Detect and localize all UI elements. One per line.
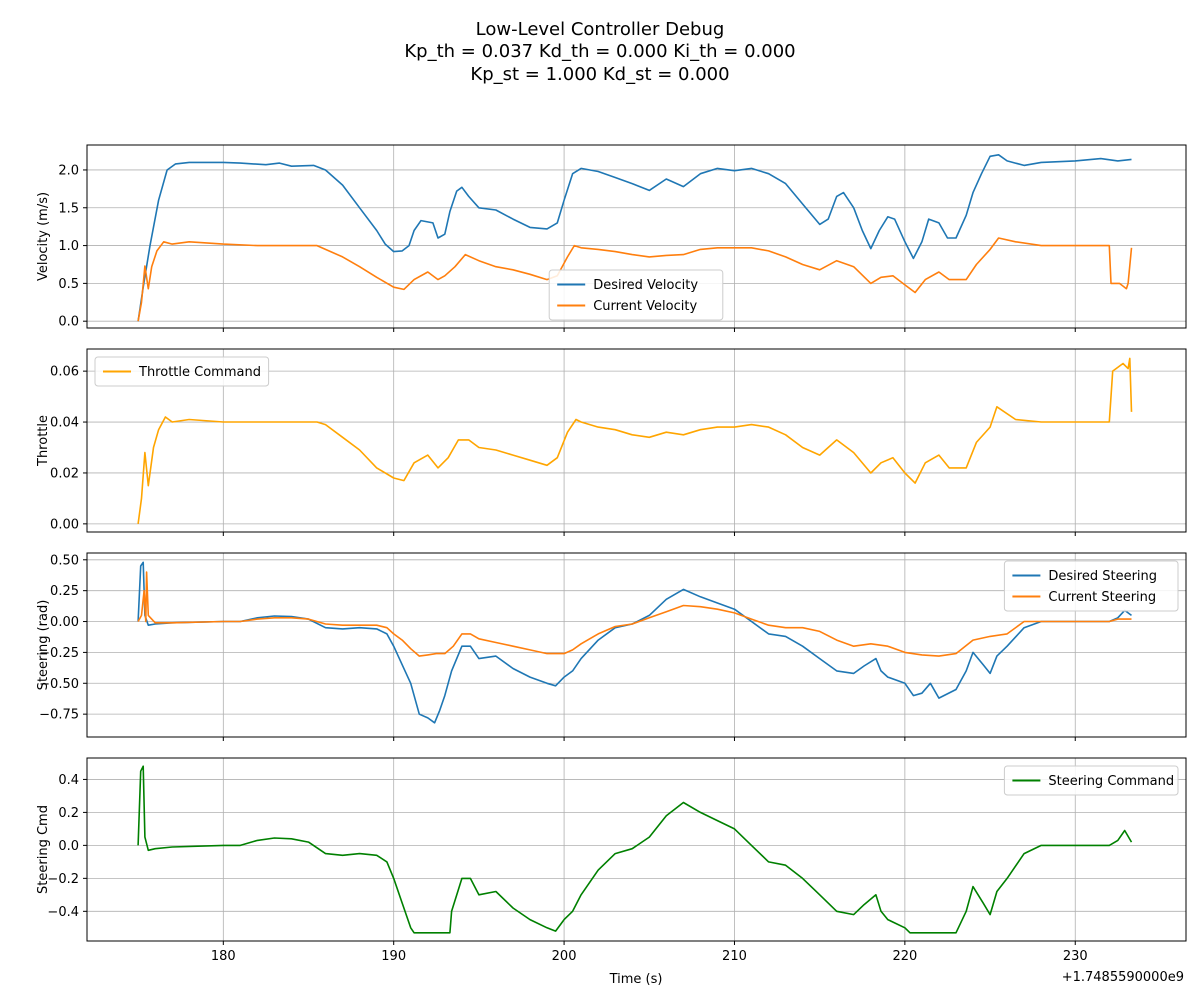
series-line-3-2: [137, 571, 1132, 657]
y-tick-label: 0.06: [50, 365, 79, 380]
y-tick-label: −0.25: [39, 646, 79, 661]
y-tick-label: 0.5: [58, 277, 79, 292]
series-group: [137, 561, 1132, 724]
y-axis-label: Throttle: [36, 415, 51, 467]
series-line-2-1: [137, 357, 1133, 525]
figure-title-line-3: Kp_st = 1.000 Kd_st = 0.000: [470, 64, 729, 85]
y-tick-label: 1.0: [58, 239, 79, 254]
legend-label: Desired Velocity: [593, 278, 698, 293]
series-group: [137, 154, 1133, 322]
y-tick-label: 0.0: [58, 315, 79, 330]
series-line-1-2: [137, 237, 1133, 322]
axes-frame: [86, 144, 1187, 329]
y-tick-label: 0.25: [50, 584, 79, 599]
axes-frame: [86, 552, 1187, 738]
y-tick-label: 0.4: [58, 773, 79, 788]
y-axis-label: Steering (rad): [36, 600, 51, 691]
legend-label: Current Steering: [1048, 590, 1156, 605]
legend-box: [548, 269, 724, 321]
series-line-3-1: [137, 561, 1132, 724]
figure-title-line-1: Low-Level Controller Debug: [476, 19, 725, 40]
y-tick-label: 0.0: [58, 839, 79, 854]
y-axis-label: Velocity (m/s): [36, 192, 51, 281]
x-tick-label: 210: [722, 949, 747, 964]
legend-label: Desired Steering: [1048, 569, 1157, 584]
legend-box: [1003, 560, 1179, 612]
y-tick-label: 0.02: [50, 466, 79, 481]
legend-box: [1003, 765, 1179, 796]
x-tick-label: 200: [552, 949, 577, 964]
series-group: [137, 357, 1133, 525]
subplot-3: −0.75 −0.50 −0.25 0.00 0.25 0.50 Steering (rad…: [36, 552, 1187, 741]
x-axis-label: Time (s): [609, 972, 663, 987]
legend: Desired Steering Current Steering: [1003, 560, 1179, 612]
subplot-2: 0.00 0.02 0.04 0.06 Throttle Throttle Command: [36, 348, 1187, 536]
y-tick-label: −0.2: [47, 872, 79, 887]
x-tick-label: 180: [211, 949, 236, 964]
series-group: [137, 765, 1133, 934]
axes-frame: [86, 348, 1187, 533]
y-tick-label: −0.75: [39, 708, 79, 723]
legend-label: Throttle Command: [138, 365, 261, 380]
legend-label: Current Velocity: [593, 299, 697, 314]
legend: Throttle Command: [94, 356, 270, 387]
y-tick-label: 2.0: [58, 163, 79, 178]
y-tick-label: −0.50: [39, 677, 79, 692]
y-tick-label: 0.00: [50, 517, 79, 532]
y-tick-label: −0.4: [47, 905, 79, 920]
axes-frame: [86, 757, 1187, 942]
legend: Desired Velocity Current Velocity: [548, 269, 724, 321]
subplot-grid: 0.0 0.5 1.0 1.5 2.0 Velocity (m/s) Desired Vel…: [36, 144, 1187, 964]
subplot-4: 180 190 200 210 220 230 −0.4 −0.2 0.0 0.2 0.4 Steer…: [36, 757, 1187, 964]
y-axis-label: Steering Cmd: [36, 805, 51, 894]
series-line-1-1: [137, 154, 1132, 322]
y-tick-label: 0.50: [50, 553, 79, 568]
series-line-4-1: [137, 765, 1133, 934]
legend-box: [94, 356, 270, 387]
x-axis-offset-text: +1.7485590000e9: [1062, 970, 1184, 985]
x-tick-label: 220: [892, 949, 917, 964]
y-tick-label: 0.04: [50, 416, 79, 431]
subplot-1: 0.0 0.5 1.0 1.5 2.0 Velocity (m/s) Desired Vel…: [36, 144, 1187, 332]
figure-title-line-2: Kp_th = 0.037 Kd_th = 0.000 Ki_th = 0.00…: [404, 41, 795, 62]
x-tick-label: 190: [381, 949, 406, 964]
x-tick-label: 230: [1063, 949, 1088, 964]
y-tick-label: 1.5: [58, 201, 79, 216]
legend-label: Steering Command: [1048, 774, 1174, 789]
legend: Steering Command: [1003, 765, 1179, 796]
y-tick-label: 0.00: [50, 615, 79, 630]
y-tick-label: 0.2: [58, 806, 79, 821]
